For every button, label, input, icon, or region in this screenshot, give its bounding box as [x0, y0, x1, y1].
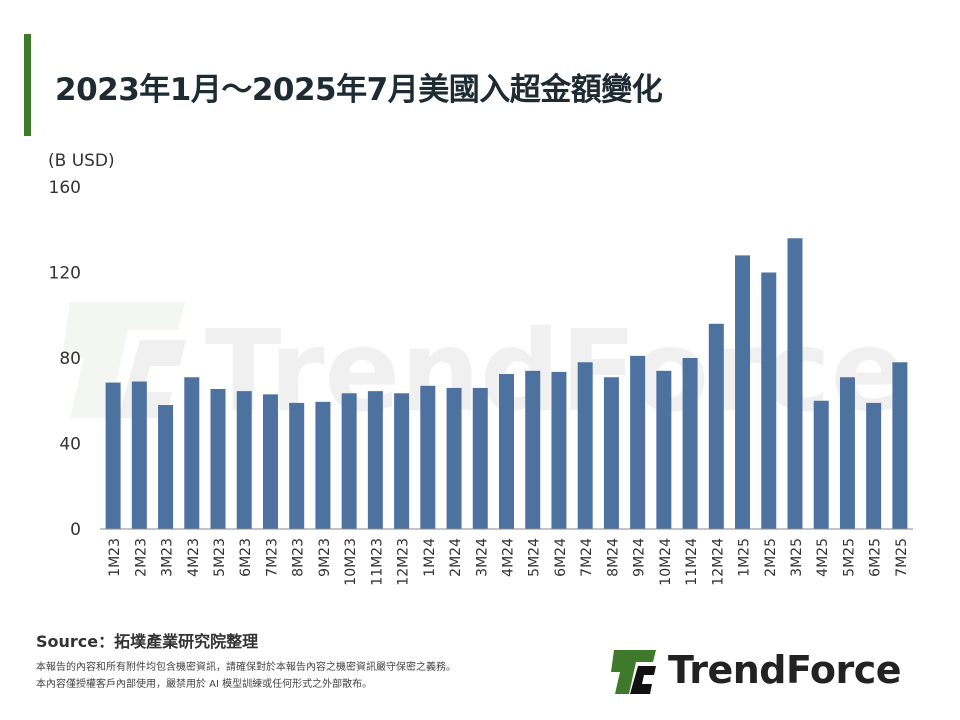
- x-tick-label: 2M24: [448, 538, 464, 577]
- trendforce-logo: TrendForce: [610, 646, 930, 698]
- y-axis-unit-label: (B USD): [48, 151, 115, 171]
- bar: [420, 385, 436, 529]
- bar: [446, 387, 462, 529]
- x-tick-label: 8M23: [291, 538, 307, 577]
- y-tick-label: 80: [59, 349, 81, 369]
- x-tick-label: 7M24: [579, 538, 595, 577]
- bar: [787, 238, 803, 530]
- bar: [551, 371, 567, 529]
- x-tick-label: 9M24: [632, 538, 648, 577]
- y-tick-label: 40: [59, 435, 81, 455]
- x-tick-label: 3M25: [789, 538, 805, 577]
- x-tick-label: 11M23: [369, 538, 385, 586]
- x-tick-label: 10M23: [343, 538, 359, 586]
- bar: [210, 388, 226, 529]
- bar: [341, 393, 357, 529]
- x-tick-label: 2M23: [133, 538, 149, 577]
- x-tick-label: 7M25: [894, 538, 910, 577]
- page-title: 2023年1月～2025年7月美國入超金額變化: [55, 72, 663, 108]
- x-tick-label: 5M25: [841, 538, 857, 577]
- x-tick-label: 5M23: [212, 538, 228, 577]
- x-tick-label: 3M24: [474, 538, 490, 577]
- x-tick-label: 4M24: [501, 538, 517, 577]
- trendforce-logo-text: TrendForce: [668, 648, 902, 692]
- x-tick-label: 5M24: [527, 538, 543, 577]
- bar: [682, 358, 698, 529]
- y-tick-label: 120: [49, 264, 81, 284]
- x-tick-label: 7M23: [264, 538, 280, 577]
- bar: [577, 362, 593, 529]
- x-tick-label: 10M24: [658, 538, 674, 586]
- x-tick-label: 6M23: [238, 538, 254, 577]
- bar: [708, 323, 724, 529]
- bar: [236, 391, 252, 529]
- x-tick-label: 1M25: [737, 538, 753, 577]
- bar: [525, 370, 541, 529]
- x-tick-label: 4M23: [186, 538, 202, 577]
- confidentiality-note: 本報告的內容和所有附件均包含機密資訊，請確保對於本報告內容之機密資訊嚴守保密之義…: [36, 662, 456, 673]
- bar: [289, 402, 305, 529]
- trendforce-logo-icon: [611, 650, 656, 694]
- bar: [656, 370, 672, 529]
- bar: [892, 362, 908, 529]
- x-tick-label: 6M24: [553, 538, 569, 577]
- x-tick-label: 11M24: [684, 538, 700, 586]
- x-tick-label: 12M23: [396, 538, 412, 586]
- x-tick-label: 2M25: [763, 538, 779, 577]
- bar: [839, 377, 855, 529]
- bar: [262, 394, 278, 529]
- bar: [184, 377, 200, 529]
- usage-note: 本內容僅授權客戶內部使用，嚴禁用於 AI 模型訓練或任何形式之外部散布。: [36, 679, 373, 690]
- x-tick-label: 1M23: [107, 538, 123, 577]
- y-tick-label: 0: [70, 520, 81, 540]
- bar: [866, 402, 882, 529]
- bar: [131, 381, 147, 529]
- x-tick-label: 1M24: [422, 538, 438, 577]
- bar: [603, 377, 619, 529]
- bar: [630, 355, 646, 529]
- bar: [813, 400, 829, 529]
- bar: [735, 255, 751, 529]
- x-tick-label: 9M23: [317, 538, 333, 577]
- bar: [499, 374, 514, 529]
- x-tick-label: 8M24: [605, 538, 621, 577]
- bar: [315, 401, 331, 529]
- bar: [472, 387, 488, 529]
- y-tick-label: 160: [49, 178, 81, 198]
- x-tick-label: 12M24: [710, 538, 726, 586]
- bar: [105, 382, 121, 529]
- bar: [158, 405, 174, 529]
- x-tick-label: 6M25: [868, 538, 884, 577]
- bar: [394, 393, 410, 529]
- x-tick-label: 4M25: [815, 538, 831, 577]
- source-text: Source：拓墣產業研究院整理: [36, 632, 259, 651]
- bar: [761, 272, 777, 529]
- title-accent-bar: [24, 34, 31, 136]
- bar: [367, 391, 383, 529]
- x-tick-label: 3M23: [160, 538, 176, 577]
